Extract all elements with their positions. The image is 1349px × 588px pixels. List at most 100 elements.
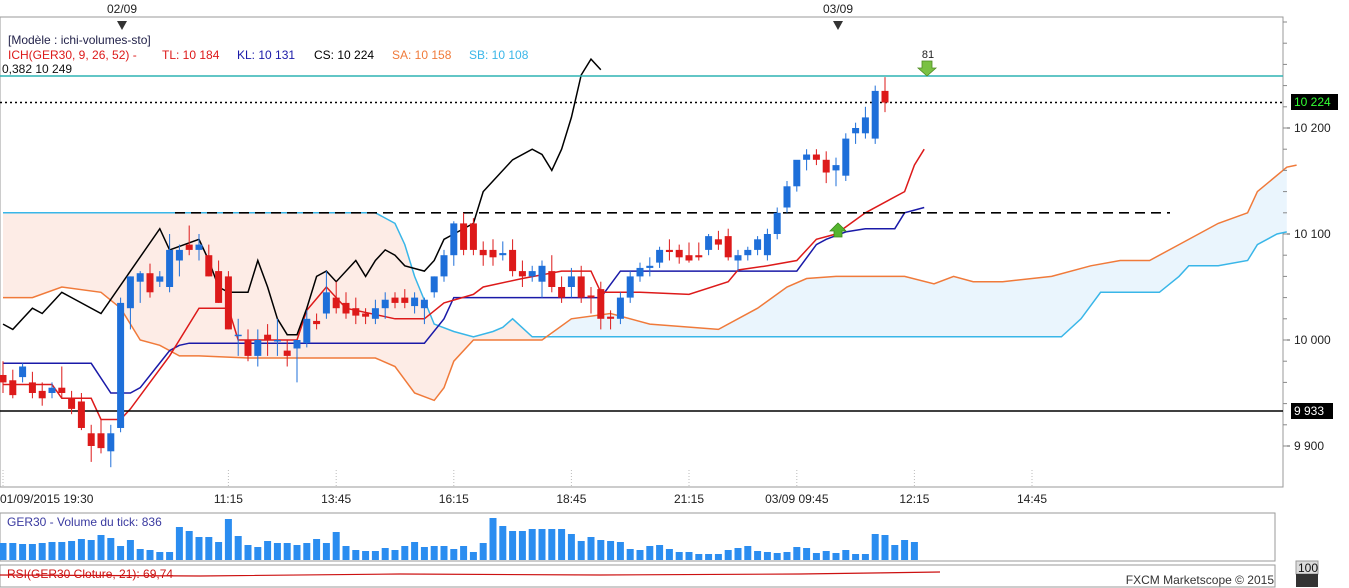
time-axis[interactable]: 01/09/2015 19:30 11:15 13:45 16:15 18:45 21:1… [0,470,1047,506]
candle[interactable] [626,271,634,303]
candle[interactable] [87,424,95,462]
candle-body [175,249,183,261]
candle[interactable] [587,287,595,314]
candle[interactable] [793,159,801,192]
candle[interactable] [685,242,693,263]
candle[interactable] [77,393,85,431]
candle[interactable] [391,292,399,309]
candle[interactable] [724,228,732,261]
candle[interactable] [499,241,507,261]
candle[interactable] [156,271,164,287]
model-label[interactable]: [Modèle : ichi-volumes-sto] [8,33,151,47]
candle[interactable] [244,329,252,362]
candle[interactable] [430,276,438,298]
candle[interactable] [773,207,781,240]
candle[interactable] [293,340,301,383]
candle[interactable] [322,271,330,319]
candle[interactable] [763,228,771,261]
candle[interactable] [205,244,213,277]
candle[interactable] [597,281,605,330]
candle[interactable] [215,260,223,303]
candle[interactable] [332,281,340,314]
candle[interactable] [803,149,811,171]
candle[interactable] [313,313,321,330]
candle[interactable] [528,265,536,282]
candle[interactable] [97,419,105,454]
candle[interactable] [548,255,556,293]
candle[interactable] [822,151,830,184]
rsi-scroll-handle[interactable] [1296,574,1318,587]
candle[interactable] [371,299,379,325]
candle[interactable] [783,181,791,213]
candle[interactable] [195,234,203,261]
candle[interactable] [254,329,262,367]
candle[interactable] [175,244,183,277]
candle[interactable] [460,212,468,256]
candle[interactable] [871,85,879,144]
candle[interactable] [812,149,820,166]
candle[interactable] [832,157,840,187]
candle[interactable] [489,239,497,266]
candle[interactable] [185,225,193,256]
candle[interactable] [68,390,76,415]
candle[interactable] [636,262,644,282]
candle[interactable] [283,340,291,367]
candle[interactable] [518,260,526,288]
candle[interactable] [9,369,17,399]
candle[interactable] [303,310,311,348]
candle[interactable] [567,267,575,298]
price-levels [0,75,1283,412]
candle[interactable] [264,324,272,356]
candle[interactable] [362,308,370,325]
candle[interactable] [852,122,860,144]
candle[interactable] [450,221,458,266]
candle[interactable] [234,318,242,356]
candle[interactable] [107,424,115,468]
candle[interactable] [665,239,673,261]
candle[interactable] [19,363,27,383]
candle[interactable] [401,289,409,309]
candle[interactable] [381,292,389,319]
candle[interactable] [146,263,154,298]
candle[interactable] [0,361,7,393]
candle[interactable] [734,249,742,272]
candle[interactable] [842,133,850,181]
candle[interactable] [440,249,448,282]
candle[interactable] [224,271,232,330]
candle[interactable] [48,382,56,399]
candle[interactable] [705,234,713,256]
candle[interactable] [675,244,683,264]
candle[interactable] [28,371,36,399]
candle[interactable] [695,242,703,261]
candle[interactable] [714,230,722,250]
candle[interactable] [616,292,624,325]
candle[interactable] [881,77,889,113]
candle[interactable] [577,265,585,303]
candle[interactable] [352,297,360,325]
candle[interactable] [558,276,566,303]
candle[interactable] [166,234,174,293]
candle[interactable] [861,106,869,139]
candle[interactable] [420,297,428,325]
rsi-panel-label[interactable]: RSI(GER30 Cloture, 21): 69,74 [7,567,173,581]
candle[interactable] [607,310,615,330]
candle[interactable] [656,246,664,268]
candle[interactable] [469,218,477,256]
volume-panel-label[interactable]: GER30 - Volume du tick: 836 [7,515,162,529]
candle[interactable] [411,292,419,314]
candle[interactable] [509,239,517,277]
candle[interactable] [38,382,46,406]
price-axis[interactable]: 10 200 10 100 10 000 9 900 [1283,21,1331,453]
candle[interactable] [538,260,546,298]
candle[interactable] [126,276,134,330]
candle[interactable] [273,318,281,356]
candle[interactable] [58,366,66,399]
candle[interactable] [646,257,654,277]
candle[interactable] [117,297,125,433]
candle[interactable] [744,246,752,261]
ich-indicator-name[interactable]: ICH(GER30, 9, 26, 52) - [8,48,137,62]
candle[interactable] [136,271,144,303]
candle[interactable] [479,241,487,266]
candle[interactable] [754,236,762,256]
candle[interactable] [342,292,350,319]
